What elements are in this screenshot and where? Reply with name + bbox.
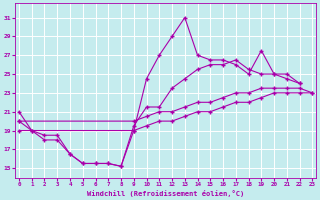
X-axis label: Windchill (Refroidissement éolien,°C): Windchill (Refroidissement éolien,°C) — [87, 190, 244, 197]
